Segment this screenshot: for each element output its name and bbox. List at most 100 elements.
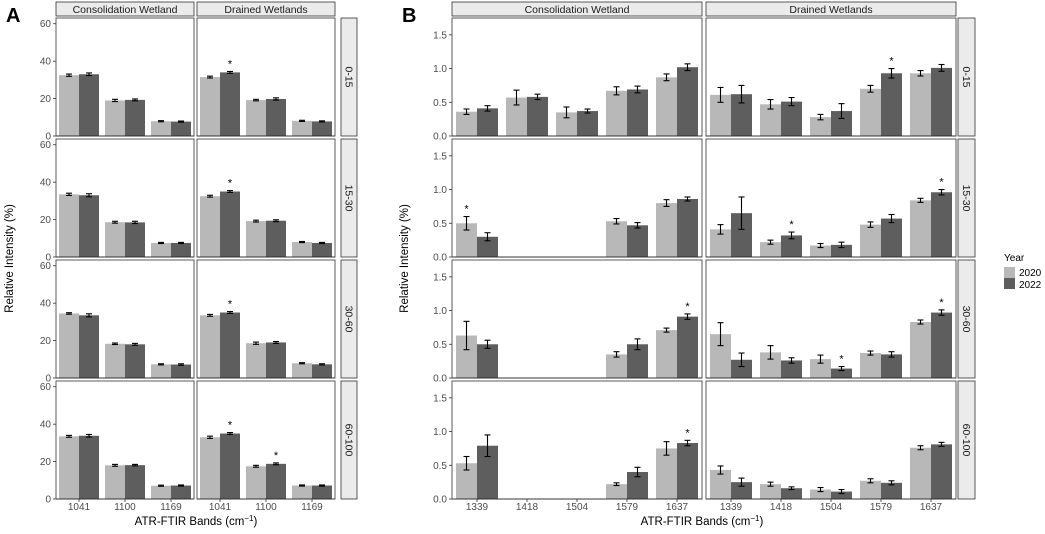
y-tick-label: 1.0 — [433, 427, 447, 438]
facet-strip-row — [957, 380, 976, 500]
bar-2020-1637 — [910, 322, 931, 378]
bar-2020-1504 — [810, 117, 831, 136]
y-axis-title: Relative Intensity (%) — [4, 204, 16, 313]
bar-2020-1100 — [246, 343, 266, 378]
y-tick-label: 1.5 — [433, 272, 447, 283]
bar-2022-1100 — [125, 344, 145, 378]
bar-2020-1100 — [246, 221, 266, 257]
facet-panel-frame — [196, 259, 336, 379]
y-tick-label: 0.5 — [433, 461, 447, 472]
bar-2022-1169 — [312, 485, 332, 499]
x-axis-title-end: ) — [759, 516, 763, 528]
facet-strip-row-label: 15-30 — [342, 185, 354, 212]
y-tick-label: 60 — [40, 19, 52, 30]
bar-2020-1169 — [292, 485, 312, 499]
bar-2022-1041 — [79, 195, 99, 257]
y-tick-label: 40 — [40, 57, 52, 68]
bar-2020-1339 — [710, 470, 731, 499]
legend: Year 2020 2022 — [1004, 253, 1042, 291]
facet-strip-row — [340, 259, 358, 379]
significance-star: * — [228, 420, 233, 432]
facet-strip-column-label: Consolidation Wetland — [525, 4, 630, 16]
bar-2022-1637 — [677, 199, 698, 257]
bar-2020-1100 — [105, 465, 125, 499]
bar-2020-1418 — [760, 484, 781, 499]
y-tick-label: 0.0 — [433, 495, 447, 506]
bar-2020-1637 — [656, 330, 677, 378]
significance-star: * — [839, 354, 844, 366]
y-tick-label: 60 — [40, 140, 52, 151]
bar-2020-1579 — [860, 88, 881, 136]
y-tick-label: 0 — [45, 495, 51, 506]
facet-strip-column-label: Consolidation Wetland — [73, 4, 178, 16]
bar-2020-1504 — [556, 112, 577, 136]
bar-2022-1418 — [527, 96, 548, 136]
x-axis-title-superscript: −1 — [244, 514, 254, 523]
bar-2020-1041 — [200, 196, 220, 257]
x-tick-label: 1579 — [616, 502, 639, 513]
x-tick-label: 1041 — [68, 502, 91, 513]
bar-2020-1100 — [105, 343, 125, 378]
y-tick-label: 0.5 — [433, 219, 447, 230]
facet-strip-row — [340, 138, 358, 258]
facet-panel-frame — [55, 17, 195, 137]
facet-strip-column — [451, 1, 703, 17]
x-tick-label: 1339 — [466, 502, 489, 513]
bar-2020-1579 — [606, 90, 627, 136]
bar-2020-1418 — [760, 352, 781, 378]
y-tick-label: 0.5 — [433, 340, 447, 351]
bar-2020-1339 — [710, 229, 731, 257]
x-tick-label: 1504 — [820, 502, 843, 513]
facet-strip-row-label: 15-30 — [960, 185, 972, 212]
bar-2020-1041 — [200, 437, 220, 499]
facet-strip-row — [957, 259, 976, 379]
x-tick-label: 1418 — [770, 502, 793, 513]
legend-title: Year — [1004, 253, 1025, 264]
facet-panel-frame — [705, 17, 957, 137]
significance-star: * — [789, 219, 794, 231]
bar-2022-1041 — [79, 74, 99, 136]
bar-2022-1637 — [677, 316, 698, 378]
panel-label-a: A — [6, 5, 20, 27]
y-tick-label: 1.0 — [433, 306, 447, 317]
bar-2020-1339 — [456, 335, 477, 378]
facet-panel-frame — [55, 138, 195, 258]
x-tick-label: 1339 — [720, 502, 743, 513]
x-tick-label: 1169 — [160, 502, 182, 513]
y-tick-label: 60 — [40, 261, 52, 272]
bar-2020-1041 — [59, 436, 79, 499]
y-tick-label: 20 — [40, 215, 52, 226]
facet-panel-frame — [196, 17, 336, 137]
bar-2020-1504 — [810, 245, 831, 257]
facet-panel-frame — [705, 259, 957, 379]
bar-2020-1579 — [606, 484, 627, 499]
legend-label-2022: 2022 — [1019, 280, 1042, 291]
bar-2020-1169 — [151, 242, 171, 257]
facet-strip-row — [340, 380, 358, 500]
significance-star: * — [939, 297, 944, 309]
y-tick-label: 40 — [40, 420, 52, 431]
bar-2020-1637 — [656, 203, 677, 257]
bar-2022-1100 — [125, 99, 145, 136]
y-tick-label: 0 — [45, 132, 51, 143]
bar-2022-1637 — [931, 192, 952, 257]
bar-2020-1637 — [656, 448, 677, 499]
bar-2020-1637 — [656, 77, 677, 136]
y-tick-label: 0 — [45, 374, 51, 385]
bar-2022-1579 — [627, 344, 648, 378]
bar-2020-1504 — [810, 359, 831, 378]
y-tick-label: 0 — [45, 253, 51, 264]
y-tick-label: 40 — [40, 299, 52, 310]
bar-2020-1041 — [59, 75, 79, 136]
bar-2022-1579 — [627, 225, 648, 257]
bar-2020-1100 — [246, 100, 266, 136]
bar-2022-1041 — [220, 191, 240, 257]
bar-2020-1169 — [292, 242, 312, 257]
facet-panel-frame — [451, 17, 703, 137]
bar-2020-1579 — [606, 221, 627, 257]
bar-2020-1169 — [292, 363, 312, 378]
bar-2022-1418 — [781, 488, 802, 499]
facet-strip-row-label: 30-60 — [960, 306, 972, 333]
bar-2022-1579 — [881, 482, 902, 499]
y-tick-label: 60 — [40, 382, 52, 393]
